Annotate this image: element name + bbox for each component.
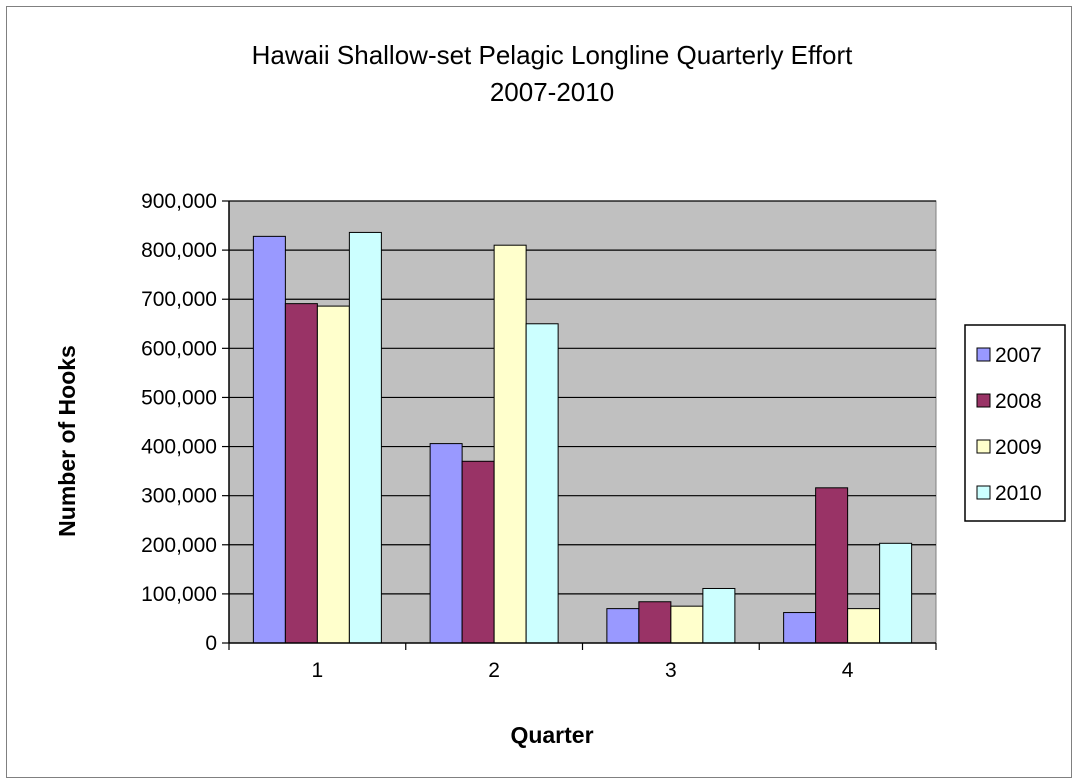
x-tick-label: 4 bbox=[842, 659, 854, 682]
bar-q1-2008 bbox=[284, 303, 318, 644]
bar-q3-2008 bbox=[638, 601, 672, 644]
bars bbox=[252, 231, 913, 644]
x-tick-label: 3 bbox=[665, 659, 677, 682]
legend-label-2010: 2010 bbox=[995, 482, 1042, 505]
bar-q1-2009 bbox=[316, 305, 350, 644]
x-tick-labels: 1 2 3 4 bbox=[312, 659, 854, 682]
y-tick-label: 0 bbox=[205, 632, 217, 655]
bar-q2-2008 bbox=[461, 460, 495, 644]
x-tick-label: 2 bbox=[488, 659, 500, 682]
bar-q2-2010 bbox=[525, 323, 559, 644]
bar-q4-2008 bbox=[815, 487, 849, 644]
bar-q3-2010 bbox=[702, 587, 736, 644]
y-tick-labels: 0 100,000 200,000 300,000 400,000 500,000 600,… bbox=[141, 190, 217, 655]
y-tick-label: 300,000 bbox=[141, 485, 217, 508]
bar-q3-2009 bbox=[670, 605, 704, 644]
legend-swatch-2007 bbox=[976, 347, 991, 362]
legend-label-2009: 2009 bbox=[995, 436, 1042, 459]
y-tick-label: 700,000 bbox=[141, 288, 217, 311]
x-axis-title: Quarter bbox=[510, 722, 593, 748]
bar-q4-2010 bbox=[879, 542, 913, 644]
axes bbox=[222, 200, 937, 650]
legend-swatch-2009 bbox=[976, 439, 991, 454]
y-tick-label: 400,000 bbox=[141, 436, 217, 459]
x-tick-label: 1 bbox=[312, 659, 324, 682]
bar-q2-2009 bbox=[493, 244, 527, 644]
chart-subtitle: 2007-2010 bbox=[490, 77, 614, 107]
legend-label-2008: 2008 bbox=[995, 390, 1042, 413]
y-tick-label: 800,000 bbox=[141, 239, 217, 262]
legend-swatch-2008 bbox=[976, 393, 991, 408]
y-axis-title: Number of Hooks bbox=[54, 345, 80, 537]
y-tick-label: 200,000 bbox=[141, 534, 217, 557]
bar-q3-2007 bbox=[606, 608, 640, 644]
bar-q2-2007 bbox=[429, 443, 463, 644]
y-tick-label: 100,000 bbox=[141, 583, 217, 606]
y-tick-label: 900,000 bbox=[141, 190, 217, 213]
legend-swatch-2010 bbox=[976, 485, 991, 500]
chart-canvas: Hawaii Shallow-set Pelagic Longline Quar… bbox=[54, 40, 1066, 748]
chart-frame: Hawaii Shallow-set Pelagic Longline Quar… bbox=[6, 6, 1072, 778]
legend-label-2007: 2007 bbox=[995, 344, 1042, 367]
bar-q1-2010 bbox=[348, 231, 382, 644]
y-tick-label: 500,000 bbox=[141, 386, 217, 409]
bar-q1-2007 bbox=[252, 235, 286, 644]
bar-q4-2007 bbox=[783, 612, 817, 644]
bar-q4-2009 bbox=[847, 608, 881, 644]
legend: 2007 2008 2009 2010 bbox=[964, 324, 1066, 522]
y-tick-label: 600,000 bbox=[141, 337, 217, 360]
chart-title: Hawaii Shallow-set Pelagic Longline Quar… bbox=[252, 40, 853, 70]
